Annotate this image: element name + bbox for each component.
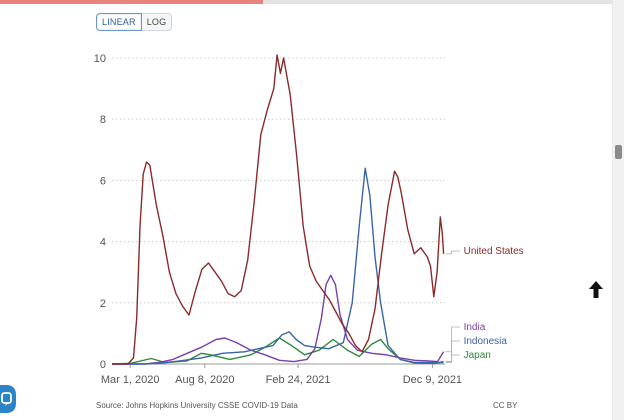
chart-series xyxy=(111,54,445,365)
page-scrollbar[interactable] xyxy=(612,0,624,420)
line-chart: 0 2 4 6 8 10 Mar 1, 2020 Aug 8, 2020 Feb 24, 20… xyxy=(94,53,524,386)
japan-label: Japan xyxy=(464,350,491,361)
indonesia-label: Indonesia xyxy=(464,336,508,347)
y-axis-ticks: 0 2 4 6 8 10 xyxy=(94,53,106,371)
reading-progress-track xyxy=(0,0,612,4)
y-tick-label: 8 xyxy=(100,114,106,126)
india-line xyxy=(112,274,445,365)
x-axis: Mar 1, 2020 Aug 8, 2020 Feb 24, 2021 Dec 9,… xyxy=(101,363,462,386)
scale-toggle: LINEAR LOG xyxy=(96,13,173,31)
y-tick-label: 0 xyxy=(100,359,106,371)
india-leader xyxy=(445,326,460,353)
license-note[interactable]: CC BY xyxy=(493,401,518,410)
indonesia-line xyxy=(112,167,444,365)
chart-grid xyxy=(112,57,445,304)
united-states-line xyxy=(112,54,445,365)
linear-scale-button[interactable]: LINEAR xyxy=(96,13,142,31)
x-tick-label: Aug 8, 2020 xyxy=(175,374,234,386)
y-tick-label: 2 xyxy=(100,298,106,310)
y-tick-label: 10 xyxy=(94,53,106,65)
series-labels: Japan India Indonesia United States xyxy=(445,246,524,363)
united-states-label: United States xyxy=(464,246,524,257)
india-label: India xyxy=(464,322,486,333)
chat-bubble-icon[interactable] xyxy=(0,385,16,418)
japan-line xyxy=(111,337,444,365)
y-tick-label: 6 xyxy=(100,175,106,187)
x-tick-label: Feb 24, 2021 xyxy=(266,374,331,386)
log-scale-button[interactable]: LOG xyxy=(141,13,173,31)
indonesia-leader xyxy=(445,340,460,363)
scroll-thumb[interactable] xyxy=(615,145,622,159)
source-note: Source: Johns Hopkins University CSSE CO… xyxy=(96,401,298,410)
x-tick-label: Dec 9, 2021 xyxy=(403,374,462,386)
x-tick-label: Mar 1, 2020 xyxy=(101,374,160,386)
reading-progress-fill xyxy=(0,0,264,4)
japan-leader xyxy=(445,354,460,362)
united-states-leader xyxy=(445,250,460,255)
y-tick-label: 4 xyxy=(100,237,106,249)
up-arrow-icon[interactable] xyxy=(587,280,605,305)
